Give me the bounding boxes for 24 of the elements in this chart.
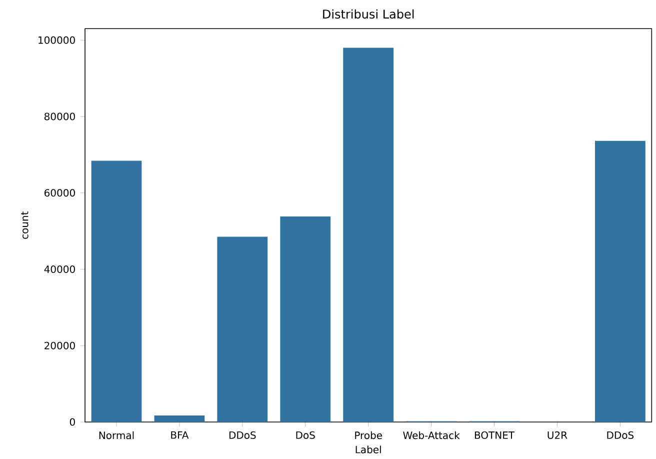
y-tick-label: 40000 xyxy=(44,265,75,274)
bar xyxy=(594,140,646,422)
bar xyxy=(217,236,268,422)
x-tick-label: Web-Attack xyxy=(403,431,460,440)
x-tick-label: Probe xyxy=(355,431,382,440)
y-tick-label: 60000 xyxy=(44,189,75,197)
chart-title: Distribusi Label xyxy=(323,9,414,19)
x-tick-label: DDoS xyxy=(229,431,256,439)
bar xyxy=(280,216,331,422)
y-tick-label: 0 xyxy=(70,418,75,426)
x-tick-label: U2R xyxy=(548,431,568,439)
x-tick-label: Normal xyxy=(99,431,134,440)
bar xyxy=(91,160,142,422)
y-axis-title: count xyxy=(21,211,28,239)
x-tick-label: BFA xyxy=(171,431,189,439)
bar xyxy=(154,415,205,422)
x-axis-title: Label xyxy=(356,446,381,454)
y-tick-label: 100000 xyxy=(38,36,75,44)
bar xyxy=(343,48,394,422)
x-tick-label: DDoS xyxy=(607,431,634,439)
x-tick-label: BOTNET xyxy=(474,431,515,439)
x-tick-label: DoS xyxy=(296,431,315,439)
y-tick-label: 80000 xyxy=(44,112,75,120)
y-tick-label: 20000 xyxy=(44,342,75,350)
